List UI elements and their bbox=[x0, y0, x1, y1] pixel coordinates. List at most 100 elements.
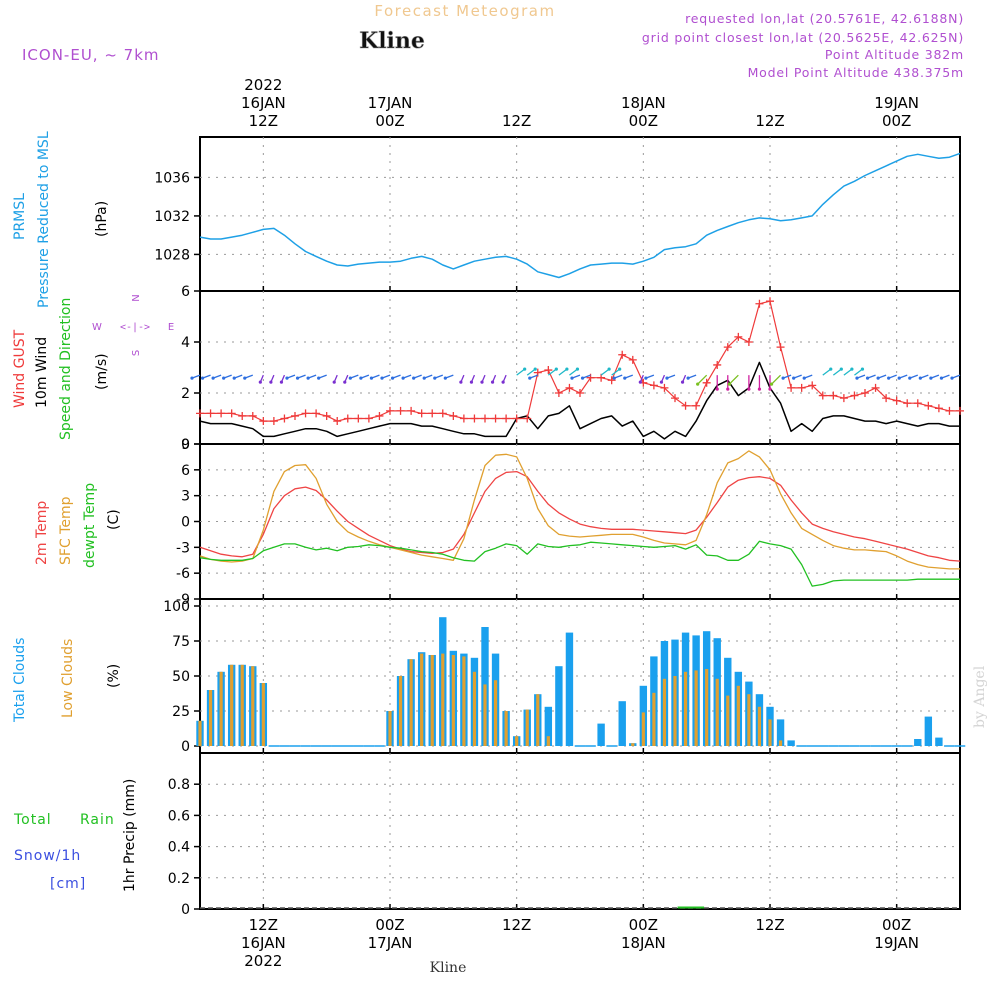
gust-marker bbox=[491, 414, 500, 423]
compass-north: N bbox=[131, 294, 142, 301]
top-time-label: 19JAN bbox=[874, 94, 919, 112]
bottom-time-label: 12Z bbox=[502, 916, 531, 934]
wind-ytick-label: 2 bbox=[181, 386, 190, 402]
bottom-time-label: 12Z bbox=[249, 916, 278, 934]
station-name: Kline bbox=[359, 28, 425, 54]
gust-marker bbox=[343, 414, 352, 423]
gust-marker bbox=[470, 414, 479, 423]
wind-arrow-head bbox=[802, 376, 806, 380]
gust-marker bbox=[649, 381, 658, 390]
gust-marker bbox=[660, 383, 669, 392]
top-time-label: 16JAN bbox=[241, 94, 286, 112]
low-cloud-bar bbox=[430, 655, 434, 746]
wind-arrow-head bbox=[390, 376, 395, 380]
top-time-label: 12Z bbox=[755, 112, 784, 130]
pressure-ytick-label: 1028 bbox=[154, 247, 190, 263]
gust-marker bbox=[755, 299, 764, 308]
gust-marker bbox=[871, 383, 880, 392]
clouds-ytick-label: 0 bbox=[181, 739, 190, 755]
compass-rose: N S W <-|-> E bbox=[92, 294, 174, 356]
wind-arrow-head bbox=[792, 376, 796, 380]
wind-arrow-head bbox=[757, 387, 762, 391]
wind-unit: (m/s) bbox=[94, 353, 110, 390]
wind-arrow-head bbox=[726, 387, 730, 391]
wind-arrow bbox=[558, 368, 568, 376]
gust-marker bbox=[766, 297, 774, 306]
gust-marker bbox=[217, 409, 226, 418]
bottom-time-label: 18JAN bbox=[621, 934, 666, 952]
clouds-ytick-label: 25 bbox=[172, 704, 190, 720]
top-time-label: 00Z bbox=[882, 112, 911, 130]
temperature-series bbox=[199, 450, 961, 587]
gust-marker bbox=[523, 414, 532, 423]
wind-arrow-head bbox=[644, 376, 648, 380]
wind-arrow-head bbox=[575, 367, 580, 371]
total-rain-label: Total bbox=[13, 812, 52, 828]
gust-marker bbox=[692, 401, 701, 410]
low-cloud-bar bbox=[251, 666, 255, 746]
wind-arrow-head bbox=[422, 376, 426, 380]
wind-arrow-head bbox=[839, 367, 843, 371]
low-cloud-bar bbox=[504, 711, 508, 746]
wind-arrow bbox=[771, 374, 782, 385]
gust-marker bbox=[459, 414, 468, 423]
wind-arrow bbox=[600, 368, 610, 376]
requested-coords: requested lon,lat (20.5761E, 42.6188N) bbox=[685, 11, 964, 26]
precipitation-frame bbox=[199, 752, 961, 910]
low-cloud-bar bbox=[546, 736, 550, 746]
wind-arrow-head bbox=[929, 376, 933, 380]
clouds-ytick-label: 75 bbox=[172, 634, 190, 650]
footer-station: Kline bbox=[430, 960, 467, 976]
top-time-label: 18JAN bbox=[621, 94, 666, 112]
snow-label: Snow/1h bbox=[14, 848, 81, 864]
low-cloud-bar bbox=[747, 694, 751, 746]
wind-arrow-head bbox=[860, 367, 865, 371]
point-altitude: Point Altitude 382m bbox=[825, 47, 964, 62]
gust-marker bbox=[417, 409, 426, 418]
gust-marker bbox=[512, 414, 521, 423]
wind-arrow-head bbox=[501, 380, 505, 384]
wind-arrow bbox=[843, 368, 853, 376]
wind-arrow-head bbox=[412, 376, 416, 380]
gust-marker bbox=[565, 383, 574, 392]
wind-arrow-head bbox=[865, 376, 870, 380]
wind-arrow-head bbox=[490, 380, 495, 384]
low-cloud-bar bbox=[388, 711, 392, 746]
gust-marker bbox=[554, 389, 563, 397]
top-time-label: 00Z bbox=[375, 112, 404, 130]
gust-marker bbox=[934, 404, 943, 413]
wind-arrow-head bbox=[887, 376, 891, 380]
precipitation-ytick-label: 0 bbox=[181, 902, 190, 918]
model-label: ICON-EU, ~ 7km bbox=[22, 46, 160, 64]
wind-arrow-head bbox=[659, 380, 664, 384]
wind-arrow-head bbox=[348, 376, 352, 380]
wind-arrow-head bbox=[747, 387, 751, 391]
gust-marker bbox=[248, 411, 257, 420]
low-cloud-bar bbox=[631, 743, 635, 746]
wind-arrow-head bbox=[570, 376, 574, 380]
wind-arrow-head bbox=[469, 380, 474, 384]
gust-marker bbox=[829, 391, 838, 400]
dewpt-label: dewpt Temp bbox=[82, 483, 98, 568]
pressure-label-1: PRMSL bbox=[12, 193, 28, 240]
gust-marker bbox=[238, 411, 247, 420]
wind-arrow-head bbox=[317, 376, 321, 380]
wind-arrow-head bbox=[850, 367, 854, 371]
gust-marker bbox=[924, 401, 933, 410]
wind-arrow-head bbox=[727, 382, 731, 386]
gust-marker bbox=[892, 396, 901, 405]
wind-ytick-label: 6 bbox=[181, 284, 190, 300]
gust-marker bbox=[776, 343, 785, 352]
total-cloud-bar bbox=[914, 739, 922, 746]
wind-arrow bbox=[832, 368, 842, 376]
wind-arrow-head bbox=[285, 376, 289, 380]
wind10m-line bbox=[199, 361, 960, 440]
wind-arrow-head bbox=[459, 380, 463, 384]
bottom-time-label: 00Z bbox=[629, 916, 658, 934]
gust-marker bbox=[744, 338, 753, 346]
gust-marker bbox=[375, 411, 384, 420]
wind-arrow-head bbox=[359, 376, 363, 380]
gust-marker bbox=[797, 383, 806, 392]
precipitation-ytick-label: 0.2 bbox=[168, 871, 190, 887]
gust-marker bbox=[481, 414, 489, 423]
